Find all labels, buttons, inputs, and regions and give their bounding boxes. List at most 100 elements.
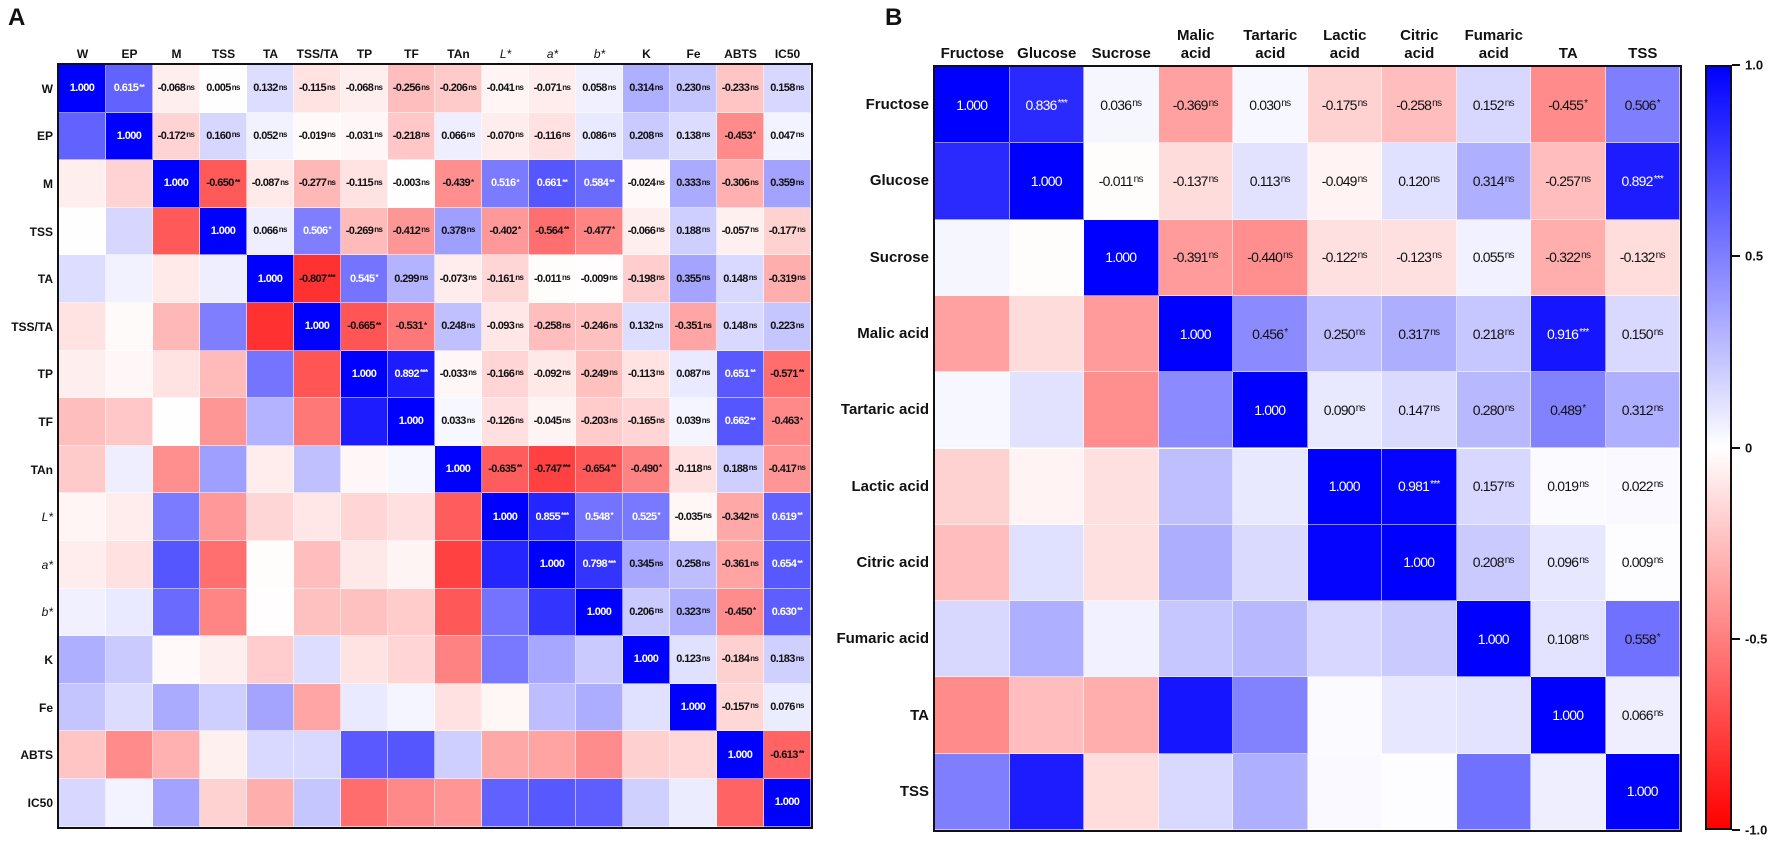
- significance-mark: ns: [1504, 402, 1515, 414]
- significance-mark: ns: [750, 225, 759, 235]
- significance-mark: ns: [562, 320, 571, 330]
- value-cell: -0.257 ns: [1531, 143, 1606, 220]
- row-label: Fe: [38, 700, 53, 715]
- cell-value: 0.208: [1472, 554, 1505, 571]
- color-cell: [294, 779, 341, 827]
- significance-mark: ns: [515, 320, 524, 330]
- significance-mark: ns: [562, 82, 571, 92]
- value-cell: -0.351 ns: [670, 303, 717, 351]
- significance-mark: *: [471, 177, 474, 187]
- significance-mark: ns: [373, 177, 383, 187]
- cell-value: 0.052: [253, 129, 278, 142]
- value-cell: 0.147 ns: [1382, 372, 1457, 449]
- significance-mark: *: [1584, 97, 1588, 109]
- cell-value: 0.548: [584, 510, 610, 523]
- significance-mark: ns: [421, 177, 430, 187]
- value-cell: 0.892 ***: [1605, 143, 1680, 220]
- significance-mark: ns: [466, 130, 476, 140]
- significance-mark: *: [516, 177, 520, 187]
- significance-mark: ns: [701, 273, 711, 282]
- color-cell: [935, 372, 1010, 449]
- row-label: W: [41, 81, 53, 96]
- column-label: Sucrose: [1091, 45, 1151, 62]
- significance-mark: **: [750, 415, 756, 425]
- significance-mark: ns: [1432, 97, 1442, 109]
- significance-mark: ns: [561, 273, 571, 282]
- cell-value: -0.157: [721, 701, 750, 714]
- value-cell: 0.086 ns: [576, 112, 623, 161]
- cell-value: -0.113: [627, 367, 656, 380]
- cell-value: 0.218: [1472, 325, 1505, 342]
- color-cell: [670, 779, 717, 827]
- cell-value: 0.076: [770, 701, 795, 714]
- significance-mark: ns: [797, 225, 806, 235]
- color-cell: [1158, 524, 1233, 602]
- value-cell: -0.361 ns: [717, 541, 764, 589]
- significance-mark: ns: [466, 415, 476, 425]
- color-cell: [482, 588, 529, 637]
- color-cell: [935, 219, 1010, 296]
- significance-mark: ns: [655, 368, 665, 378]
- significance-mark: ns: [278, 225, 288, 235]
- cell-value: 0.157: [1472, 478, 1505, 495]
- color-cell: [341, 493, 388, 541]
- color-cell: [341, 636, 388, 684]
- value-cell: -0.073 ns: [435, 255, 482, 303]
- color-cell: [247, 350, 294, 399]
- column-label: TP: [356, 47, 373, 61]
- color-cell: [435, 683, 482, 732]
- cell-value: -0.122: [1321, 249, 1358, 266]
- color-cell: [59, 112, 106, 161]
- value-cell: 0.047 ns: [764, 112, 811, 161]
- color-cell: [153, 636, 200, 684]
- value-cell: 0.333 ns: [670, 160, 717, 208]
- value-cell: 0.218 ns: [1456, 295, 1531, 373]
- color-cell: [1382, 677, 1457, 754]
- cell-value: 0.630: [771, 605, 797, 618]
- significance-mark: ns: [231, 130, 241, 140]
- column-label: Glucose: [1017, 45, 1077, 62]
- value-cell: -0.477 *: [576, 207, 623, 256]
- color-cell: [388, 683, 435, 732]
- cell-value: 1.000: [633, 653, 659, 666]
- row-label: TA: [910, 706, 929, 724]
- cell-value: -0.650: [206, 177, 234, 190]
- value-cell: 0.036 ns: [1084, 67, 1159, 144]
- cell-value: 0.058: [582, 82, 607, 95]
- significance-mark: ***: [562, 463, 571, 473]
- color-cell: [388, 731, 435, 779]
- value-cell: 0.183 ns: [764, 636, 811, 684]
- row-label: TA: [37, 272, 53, 287]
- cell-value: 1.000: [586, 605, 612, 618]
- cell-value: -0.011: [533, 272, 562, 285]
- diagonal-cell: 1.000: [153, 160, 200, 208]
- value-cell: 0.157 ns: [1456, 448, 1531, 525]
- cell-value: -0.068: [345, 82, 374, 95]
- cell-value: 0.123: [676, 653, 701, 666]
- cell-value: 0.916: [1547, 325, 1579, 342]
- cell-value: 0.188: [723, 463, 748, 476]
- value-cell: 0.009 ns: [1605, 524, 1680, 602]
- significance-mark: ns: [186, 130, 195, 140]
- cell-value: 0.892: [394, 367, 420, 380]
- column-label: TA: [262, 47, 279, 61]
- cell-value: 0.158: [770, 82, 795, 95]
- color-cell: [717, 779, 764, 827]
- significance-mark: ns: [607, 82, 617, 92]
- significance-mark: ns: [750, 701, 759, 711]
- cell-value: 0.299: [394, 272, 419, 285]
- value-cell: -0.115 ns: [294, 65, 341, 113]
- column-label: b*: [593, 47, 606, 61]
- cell-value: -0.417: [768, 463, 797, 476]
- color-cell: [1009, 219, 1084, 296]
- diagonal-cell: 1.000: [1158, 295, 1233, 373]
- color-cell: [200, 493, 247, 541]
- cell-value: -0.203: [580, 415, 609, 428]
- diagonal-cell: 1.000: [482, 493, 529, 541]
- diagonal-cell: 1.000: [106, 112, 153, 161]
- column-label: Tartaric acid: [1243, 27, 1298, 62]
- significance-mark: ns: [562, 368, 571, 378]
- color-cell: [1233, 448, 1308, 525]
- cell-value: -0.031: [345, 129, 374, 142]
- cell-value: 1.000: [1105, 249, 1137, 266]
